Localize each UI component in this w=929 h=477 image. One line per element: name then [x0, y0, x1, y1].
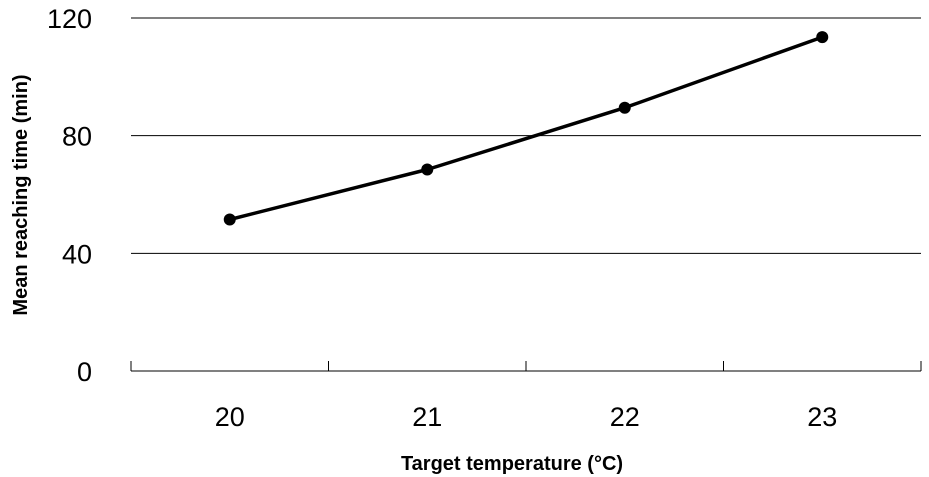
data-point-2	[618, 101, 631, 114]
y-tick-labels: 0 40 80 120	[47, 4, 92, 387]
x-tick-label-3: 23	[807, 402, 837, 432]
x-axis-label: Target temperature (°C)	[401, 453, 623, 475]
x-tick-label-0: 20	[215, 402, 245, 432]
y-tick-label-1: 40	[62, 239, 92, 269]
x-tick-label-1: 21	[412, 402, 442, 432]
x-tick-labels: 20 21 22 23	[215, 402, 838, 432]
gridlines	[131, 17, 921, 254]
y-axis-label: Mean reaching time (min)	[10, 74, 32, 315]
y-tick-label-2: 80	[62, 122, 92, 152]
x-tick-label-2: 22	[610, 402, 640, 432]
data-point-1	[421, 163, 434, 176]
series-layer	[223, 31, 829, 226]
data-point-3	[816, 31, 829, 44]
x-axis	[130, 361, 922, 372]
series-line-0	[229, 35, 823, 222]
y-tick-label-3: 120	[47, 4, 92, 34]
y-tick-label-0: 0	[77, 357, 92, 387]
data-point-0	[223, 213, 236, 226]
